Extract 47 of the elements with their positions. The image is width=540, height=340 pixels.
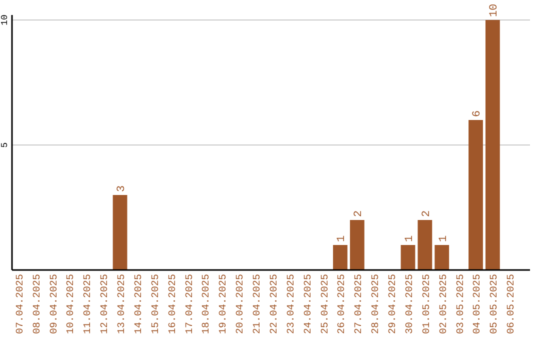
x-tick-label: 03.05.2025 [456,274,467,334]
x-tick-label: 26.04.2025 [337,274,348,334]
data-label: 10 [488,4,501,17]
x-tick-label: 12.04.2025 [100,274,112,334]
data-label: 3 [116,185,128,192]
bar [468,120,483,270]
bar [434,245,450,270]
x-tick-label: 09.04.2025 [49,274,60,334]
bar [400,245,416,270]
y-tick-label: 5 [0,142,10,148]
bar [333,245,348,270]
x-tick-label: 19.04.2025 [218,274,230,334]
x-tick-label: 28.04.2025 [371,274,382,334]
x-tick-label: 11.04.2025 [83,274,94,334]
x-tick-label: 04.05.2025 [472,274,484,334]
x-tick-label: 18.04.2025 [202,274,213,334]
data-label: 2 [420,210,433,217]
x-tick-label: 25.04.2025 [320,274,332,334]
x-tick-label: 10.04.2025 [66,274,78,334]
x-tick-label: 01.05.2025 [422,274,433,334]
x-tick-label: 16.04.2025 [168,274,179,334]
bar [485,20,500,270]
x-tick-label: 07.04.2025 [15,274,26,334]
x-tick-label: 20.04.2025 [236,274,247,334]
x-tick-label: 05.05.2025 [490,274,501,334]
bar [350,220,364,270]
bar [112,195,128,270]
x-tick-label: 23.04.2025 [286,274,298,334]
x-tick-label: 13.04.2025 [117,274,128,334]
x-tick-label: 14.04.2025 [134,274,145,334]
x-tick-label: 27.04.2025 [354,274,366,334]
x-tick-label: 15.04.2025 [150,274,162,334]
x-tick-label: 08.04.2025 [32,274,44,334]
data-label: 1 [404,235,416,242]
data-label: 1 [336,235,348,242]
data-label: 1 [438,235,450,242]
x-tick-label: 06.05.2025 [506,274,518,334]
x-tick-label: 24.04.2025 [303,274,314,334]
x-tick-label: 21.04.2025 [252,274,264,334]
x-tick-label: 17.04.2025 [184,274,196,334]
x-tick-label: 02.05.2025 [438,274,450,334]
data-label: 2 [353,210,366,217]
data-label: 6 [472,110,484,117]
x-tick-label: 22.04.2025 [269,274,280,334]
x-tick-label: 30.04.2025 [404,274,416,334]
x-tick-label: 29.04.2025 [388,274,400,334]
bar [418,220,432,270]
